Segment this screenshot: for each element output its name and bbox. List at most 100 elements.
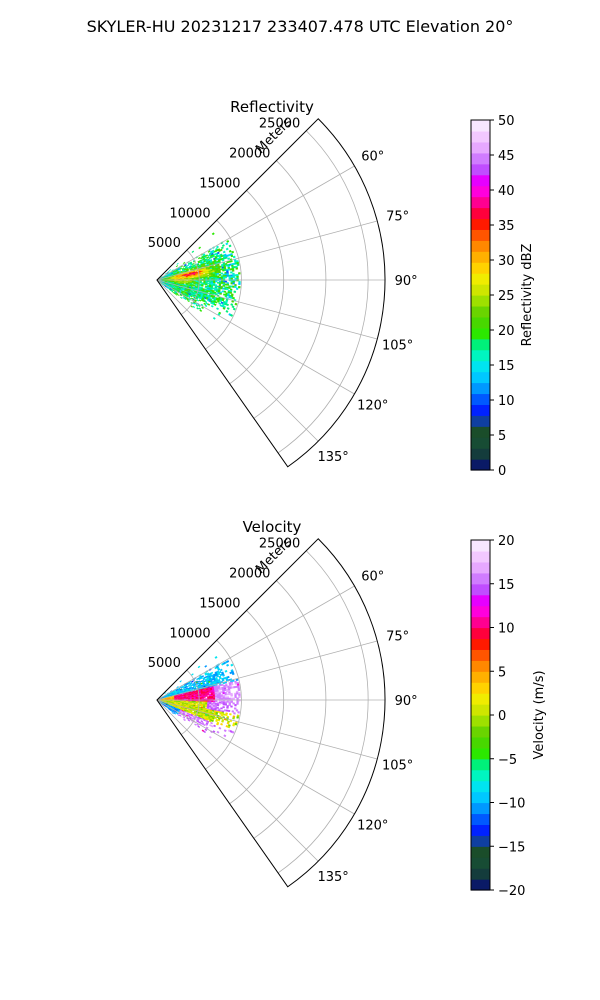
- echo-cell: [171, 712, 174, 715]
- echo-cell: [198, 246, 202, 250]
- echo-cell: [226, 700, 230, 703]
- echo-cell: [164, 705, 167, 708]
- azimuth-tick-label: 120°: [357, 399, 388, 414]
- colorbar-swatch: [471, 152, 490, 165]
- echo-cell: [230, 700, 233, 703]
- echo-cell: [220, 701, 224, 704]
- colorbar-swatch: [471, 605, 490, 618]
- echo-cell: [230, 705, 233, 708]
- colorbar-swatch: [471, 448, 490, 460]
- echo-cell: [219, 668, 223, 672]
- echo-cell: [179, 714, 182, 717]
- range-tick-label: 15000: [199, 176, 240, 191]
- echo-cell: [224, 669, 228, 673]
- echo-cell: [224, 276, 228, 279]
- echo-cell: [198, 307, 202, 310]
- echo-cell: [213, 724, 216, 728]
- echo-cell: [175, 293, 178, 296]
- echo-cell: [206, 256, 210, 259]
- echo-cell: [226, 675, 230, 679]
- echo-cell: [238, 282, 241, 285]
- echo-cell: [205, 254, 209, 257]
- echo-cell: [230, 663, 234, 667]
- echo-cell: [231, 269, 235, 272]
- echo-cell: [208, 735, 212, 739]
- echo-cell: [204, 705, 208, 708]
- echo-cell: [183, 297, 187, 301]
- colorbar-tick-label: 50: [498, 114, 515, 129]
- colorbar-swatch: [471, 218, 490, 230]
- azimuth-spoke: [156, 640, 378, 701]
- colorbar-tick-label: 15: [498, 359, 515, 374]
- echo-cell: [214, 301, 218, 304]
- echo-cell: [197, 304, 201, 308]
- echo-cell: [206, 272, 210, 275]
- sector-outline: [156, 538, 386, 888]
- azimuth-spoke: [156, 699, 378, 760]
- colorbar-swatch: [471, 561, 490, 574]
- echo-cell: [226, 274, 230, 277]
- azimuth-tick-label: 135°: [317, 870, 348, 885]
- radar-echo-field: [158, 655, 241, 739]
- echo-cell: [212, 284, 216, 286]
- echo-cell: [173, 712, 177, 715]
- echo-cell: [207, 282, 210, 285]
- echo-cell: [185, 281, 189, 283]
- echo-cell: [216, 300, 220, 303]
- echo-cell: [211, 700, 214, 703]
- echo-cell: [195, 702, 198, 705]
- echo-cell: [205, 695, 208, 697]
- colorbar-swatch: [471, 273, 490, 285]
- echo-cell: [164, 692, 167, 695]
- azimuth-spoke: [156, 699, 355, 815]
- echo-cell: [216, 307, 219, 311]
- echo-cell: [176, 686, 179, 689]
- echo-cell: [213, 303, 217, 306]
- echo-cell: [205, 726, 209, 730]
- echo-cell: [218, 670, 222, 674]
- echo-cell: [171, 269, 174, 272]
- reflectivity-panel: Reflectivity500010000150002000025000Mete…: [148, 98, 535, 479]
- range-tick-label: 5000: [148, 236, 181, 251]
- echo-cell: [226, 283, 230, 286]
- echo-cell: [207, 303, 211, 306]
- echo-cell: [234, 285, 237, 289]
- colorbar-tick-label: 10: [498, 394, 515, 409]
- echo-cell: [227, 725, 231, 729]
- echo-cell: [236, 702, 239, 705]
- echo-cell: [165, 286, 169, 289]
- echo-cell: [228, 244, 232, 248]
- colorbar-swatch: [471, 813, 490, 825]
- echo-cell: [232, 702, 235, 705]
- colorbar-swatch: [471, 627, 490, 640]
- colorbar-swatch: [471, 316, 490, 329]
- echo-cell: [230, 313, 234, 317]
- echo-cell: [218, 697, 222, 700]
- polar-grid: [156, 130, 385, 454]
- echo-cell: [226, 659, 230, 663]
- echo-cell: [195, 284, 198, 286]
- echo-cell: [171, 289, 174, 292]
- colorbar-swatch: [471, 649, 490, 661]
- echo-cell: [224, 700, 228, 703]
- azimuth-tick-label: 105°: [382, 338, 413, 353]
- echo-cell: [191, 284, 194, 287]
- echo-cell: [233, 707, 237, 710]
- echo-cell: [210, 305, 214, 308]
- colorbar-swatch: [471, 802, 490, 815]
- echo-cell: [203, 730, 207, 734]
- azimuth-spoke: [156, 165, 355, 281]
- echo-cell: [199, 309, 203, 312]
- azimuth-spoke: [156, 279, 378, 340]
- echo-cell: [200, 720, 204, 723]
- range-ring: [253, 160, 327, 419]
- echo-cell: [200, 285, 204, 287]
- echo-cell: [207, 280, 210, 282]
- echo-cell: [204, 728, 208, 732]
- echo-cell: [207, 250, 211, 253]
- colorbar-swatch: [471, 130, 490, 143]
- echo-cell: [213, 698, 216, 700]
- range-tick-label: 25000: [259, 117, 300, 132]
- echo-cell: [183, 282, 187, 284]
- range-ring: [205, 640, 242, 770]
